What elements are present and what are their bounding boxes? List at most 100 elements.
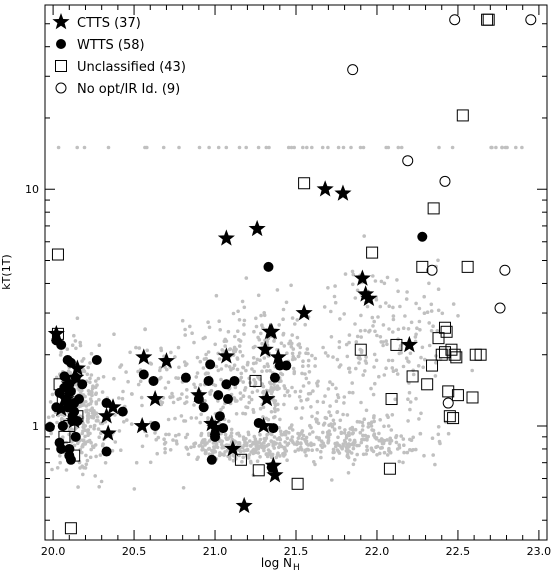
- background-point: [431, 453, 436, 457]
- open-square-point: [298, 177, 311, 190]
- background-point: [327, 423, 331, 428]
- background-point: [337, 365, 342, 369]
- background-point: [275, 437, 280, 441]
- background-point: [89, 373, 94, 377]
- background-point: [290, 428, 295, 432]
- background-point: [195, 371, 200, 375]
- background-point: [80, 450, 84, 455]
- background-point: [505, 145, 509, 150]
- background-point: [129, 422, 134, 426]
- background-point: [194, 416, 199, 420]
- background-point: [296, 343, 301, 347]
- star-point: [266, 466, 284, 483]
- background-point: [163, 447, 167, 451]
- background-point: [192, 382, 196, 387]
- background-point: [177, 145, 181, 150]
- background-point: [64, 468, 69, 472]
- background-point: [372, 433, 376, 437]
- background-point: [364, 437, 369, 441]
- background-point: [332, 428, 337, 432]
- filled-circle-point: [229, 375, 240, 386]
- background-point: [303, 322, 308, 327]
- background-point: [382, 424, 386, 429]
- background-point: [222, 453, 226, 457]
- background-point: [253, 438, 258, 443]
- background-point: [244, 145, 248, 150]
- background-point: [343, 272, 348, 276]
- background-point: [303, 439, 308, 444]
- filled-circle-point: [417, 231, 428, 242]
- background-point: [345, 453, 350, 458]
- background-point: [289, 145, 294, 150]
- background-point: [161, 145, 166, 150]
- background-point: [183, 419, 188, 423]
- background-point: [224, 145, 229, 150]
- background-point: [143, 327, 147, 332]
- background-point: [321, 345, 325, 350]
- background-point: [183, 327, 187, 332]
- background-point: [402, 443, 406, 448]
- background-point: [203, 335, 207, 340]
- filled-circle-point: [51, 335, 62, 346]
- background-point: [434, 360, 438, 365]
- background-point: [291, 347, 296, 351]
- background-point: [379, 340, 384, 344]
- x-tick-label: 21.0: [203, 545, 228, 558]
- background-point: [225, 437, 229, 442]
- legend-label: WTTS (58): [77, 38, 145, 53]
- background-point: [363, 359, 368, 363]
- background-point: [65, 347, 70, 352]
- background-point: [91, 444, 95, 449]
- background-point: [220, 439, 224, 444]
- background-point: [207, 325, 212, 330]
- background-point: [330, 478, 334, 482]
- background-point: [261, 415, 265, 419]
- background-point: [342, 438, 347, 443]
- background-point: [278, 454, 282, 458]
- background-point: [251, 356, 256, 360]
- background-point: [364, 452, 369, 456]
- background-point: [176, 345, 181, 350]
- background-point: [94, 392, 98, 397]
- star-point: [97, 407, 116, 424]
- background-point: [333, 284, 337, 288]
- background-point: [384, 145, 389, 150]
- background-point: [336, 395, 341, 400]
- background-point: [189, 416, 194, 420]
- background-point: [300, 371, 304, 376]
- background-point: [396, 327, 401, 332]
- background-point: [375, 444, 380, 449]
- background-point: [391, 330, 395, 334]
- background-point: [226, 454, 230, 459]
- background-point: [401, 326, 406, 331]
- background-point: [88, 361, 92, 365]
- background-point: [204, 352, 208, 357]
- background-point: [313, 364, 317, 368]
- background-point: [278, 429, 283, 434]
- background-point: [406, 397, 410, 402]
- background-point: [359, 440, 364, 445]
- background-point: [78, 343, 83, 348]
- background-point: [350, 269, 355, 274]
- background-point: [72, 443, 77, 448]
- background-source-cloud: [46, 145, 524, 491]
- background-point: [375, 333, 379, 338]
- open-square-point: [456, 109, 469, 122]
- background-point: [171, 438, 175, 442]
- x-tick-label: 21.5: [284, 545, 309, 558]
- background-point: [96, 427, 101, 431]
- background-point: [316, 421, 321, 426]
- background-point: [408, 407, 412, 412]
- background-point: [250, 390, 255, 395]
- background-point: [401, 364, 406, 369]
- background-point: [231, 349, 236, 354]
- background-point: [238, 349, 242, 354]
- background-point: [290, 333, 295, 337]
- background-point: [297, 351, 302, 355]
- background-point: [90, 407, 94, 412]
- star-point: [256, 340, 274, 357]
- background-point: [247, 400, 251, 405]
- background-point: [252, 378, 256, 382]
- background-point: [408, 351, 413, 356]
- background-point: [387, 449, 392, 454]
